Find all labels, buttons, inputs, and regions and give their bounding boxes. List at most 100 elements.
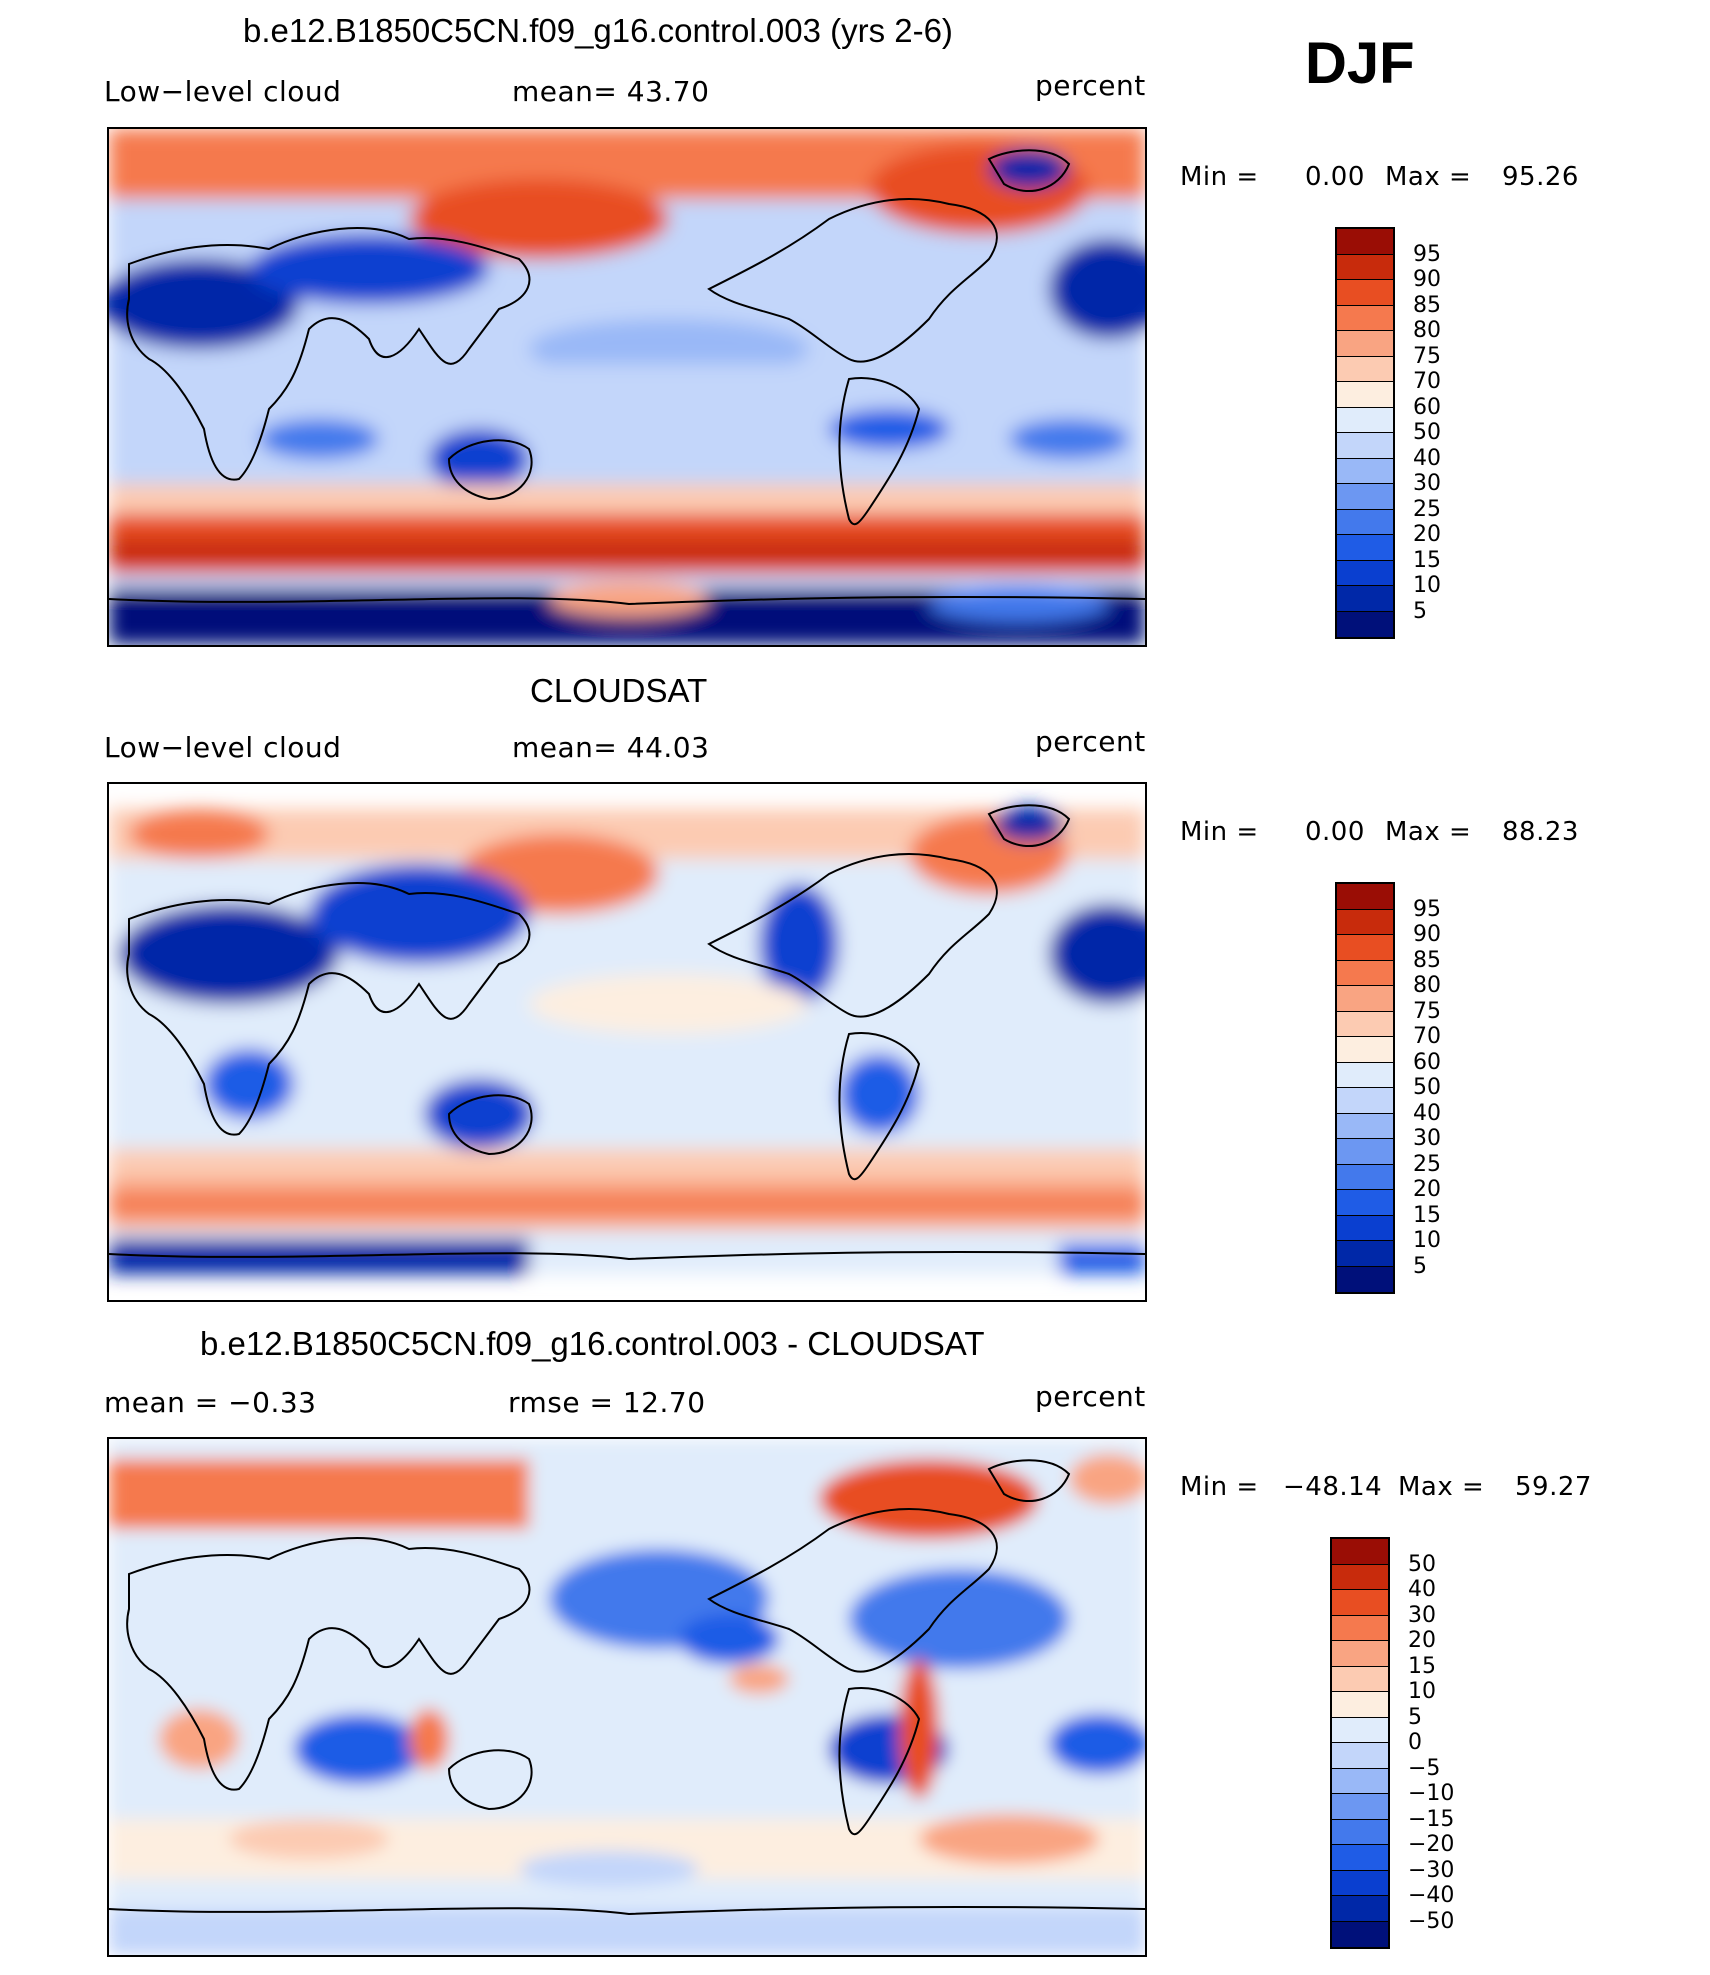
panel-1-variable-label: Low−level cloud bbox=[104, 75, 342, 108]
colorbar-tick-label: 30 bbox=[1413, 471, 1441, 496]
colorbar-tick-label: 85 bbox=[1413, 947, 1441, 973]
colorbar-tick-label: 30 bbox=[1413, 1126, 1441, 1151]
colorbar-swatch bbox=[1337, 611, 1393, 637]
colorbar-tick-label: 80 bbox=[1413, 318, 1441, 343]
panel-2-min-label: Min = bbox=[1180, 817, 1259, 847]
panel-3-min-label: Min = bbox=[1180, 1472, 1259, 1502]
panel-1-min-value: 0.00 bbox=[1305, 162, 1365, 192]
panel-1-max-label: Max = bbox=[1385, 162, 1472, 192]
colorbar-swatch bbox=[1332, 1666, 1388, 1692]
colorbar-tick-label: −10 bbox=[1408, 1781, 1455, 1806]
panel-1-mean-label: mean= 43.70 bbox=[512, 75, 710, 108]
colorbar-tick-label: 15 bbox=[1413, 547, 1441, 573]
colorbar-tick-label: 40 bbox=[1413, 1100, 1441, 1126]
panel-2-variable-label: Low−level cloud bbox=[104, 731, 342, 764]
colorbar-tick-label: 25 bbox=[1413, 1151, 1441, 1177]
colorbar-swatch bbox=[1337, 356, 1393, 382]
colorbar-swatch bbox=[1337, 909, 1393, 935]
colorbar-swatch bbox=[1337, 586, 1393, 612]
colorbar-swatch bbox=[1337, 560, 1393, 586]
panel-1-title: b.e12.B1850C5CN.f09_g16.control.003 (yrs… bbox=[243, 12, 953, 49]
colorbar-swatch bbox=[1337, 935, 1393, 961]
panel-3-map bbox=[107, 1437, 1147, 1957]
colorbar-tick-label: 40 bbox=[1408, 1577, 1436, 1602]
colorbar-tick-label: −15 bbox=[1408, 1806, 1455, 1832]
panel-1-min-label: Min = bbox=[1180, 162, 1259, 192]
colorbar-tick-label: 60 bbox=[1413, 1049, 1441, 1075]
colorbar-swatch bbox=[1332, 1539, 1388, 1565]
colorbar-tick-label: 95 bbox=[1413, 896, 1441, 922]
colorbar-box bbox=[1335, 227, 1395, 639]
colorbar-tick-label: 15 bbox=[1408, 1653, 1436, 1679]
colorbar-tick-label: 10 bbox=[1408, 1679, 1436, 1704]
colorbar-swatch bbox=[1337, 1266, 1393, 1292]
colorbar-tick-label: 80 bbox=[1413, 973, 1441, 998]
colorbar-tick-label: −30 bbox=[1408, 1857, 1455, 1883]
panel-1-map-svg bbox=[109, 129, 1145, 645]
colorbar-tick-label: −40 bbox=[1408, 1883, 1455, 1908]
colorbar-swatch bbox=[1332, 1717, 1388, 1743]
panel-2-map bbox=[107, 782, 1147, 1302]
colorbar-swatch bbox=[1332, 1845, 1388, 1871]
colorbar-tick-label: 30 bbox=[1408, 1602, 1436, 1628]
colorbar-swatch bbox=[1332, 1743, 1388, 1769]
colorbar-swatch bbox=[1332, 1819, 1388, 1845]
colorbar-swatch bbox=[1337, 305, 1393, 331]
colorbar-tick-label: 85 bbox=[1413, 292, 1441, 318]
colorbar-swatch bbox=[1337, 884, 1393, 910]
colorbar-swatch bbox=[1332, 1692, 1388, 1718]
colorbar-tick-label: −5 bbox=[1408, 1755, 1441, 1781]
colorbar-swatch bbox=[1337, 1241, 1393, 1267]
colorbar-swatch bbox=[1332, 1768, 1388, 1794]
colorbar-swatch bbox=[1332, 1896, 1388, 1922]
panel-2-units-label: percent bbox=[1035, 725, 1146, 758]
colorbar-swatch bbox=[1337, 535, 1393, 561]
panel-2-mean-label: mean= 44.03 bbox=[512, 731, 710, 764]
colorbar-tick-label: 50 bbox=[1413, 1075, 1441, 1100]
colorbar-swatch bbox=[1332, 1615, 1388, 1641]
colorbar-tick-label: 50 bbox=[1408, 1551, 1436, 1577]
colorbar-tick-label: 5 bbox=[1408, 1704, 1422, 1730]
colorbar-swatch bbox=[1337, 331, 1393, 357]
colorbar-swatch bbox=[1337, 960, 1393, 986]
colorbar-tick-label: 75 bbox=[1413, 998, 1441, 1024]
colorbar-swatch bbox=[1332, 1641, 1388, 1667]
panel-2-min-value: 0.00 bbox=[1305, 817, 1365, 847]
colorbar-tick-label: 0 bbox=[1408, 1730, 1422, 1755]
colorbar-swatch bbox=[1332, 1564, 1388, 1590]
colorbar-box bbox=[1335, 882, 1395, 1294]
colorbar-swatch bbox=[1337, 986, 1393, 1012]
panel-1-map bbox=[107, 127, 1147, 647]
colorbar-box bbox=[1330, 1537, 1390, 1949]
colorbar-swatch bbox=[1337, 1088, 1393, 1114]
colorbar-tick-label: 70 bbox=[1413, 369, 1441, 394]
colorbar-swatch bbox=[1337, 229, 1393, 255]
panel-1-units-label: percent bbox=[1035, 69, 1146, 102]
colorbar-swatch bbox=[1337, 1139, 1393, 1165]
colorbar-swatch bbox=[1337, 1164, 1393, 1190]
season-label: DJF bbox=[1305, 31, 1415, 96]
panel-2-max-value: 88.23 bbox=[1502, 817, 1579, 847]
colorbar-tick-label: 40 bbox=[1413, 445, 1441, 471]
colorbar-tick-label: 95 bbox=[1413, 241, 1441, 267]
panel-3-rmse-label: rmse = 12.70 bbox=[508, 1386, 706, 1419]
colorbar-swatch bbox=[1332, 1921, 1388, 1947]
colorbar-tick-label: −50 bbox=[1408, 1908, 1455, 1934]
colorbar-swatch bbox=[1337, 433, 1393, 459]
colorbar-tick-label: 90 bbox=[1413, 922, 1441, 947]
colorbar-tick-label: 20 bbox=[1413, 522, 1441, 547]
colorbar-swatch bbox=[1337, 1011, 1393, 1037]
panel-2-title: CLOUDSAT bbox=[530, 672, 708, 709]
colorbar-tick-label: 10 bbox=[1413, 1228, 1441, 1253]
colorbar-swatch bbox=[1337, 458, 1393, 484]
colorbar-swatch bbox=[1332, 1590, 1388, 1616]
colorbar-tick-label: 15 bbox=[1413, 1202, 1441, 1228]
panel-3-min-value: −48.14 bbox=[1283, 1472, 1383, 1502]
colorbar-tick-label: 75 bbox=[1413, 343, 1441, 369]
panel-2-map-svg bbox=[109, 804, 1145, 1300]
colorbar-swatch bbox=[1337, 1190, 1393, 1216]
colorbar-tick-label: 60 bbox=[1413, 394, 1441, 420]
colorbar-tick-label: 20 bbox=[1413, 1177, 1441, 1202]
colorbar-swatch bbox=[1337, 484, 1393, 510]
colorbar-swatch bbox=[1332, 1870, 1388, 1896]
